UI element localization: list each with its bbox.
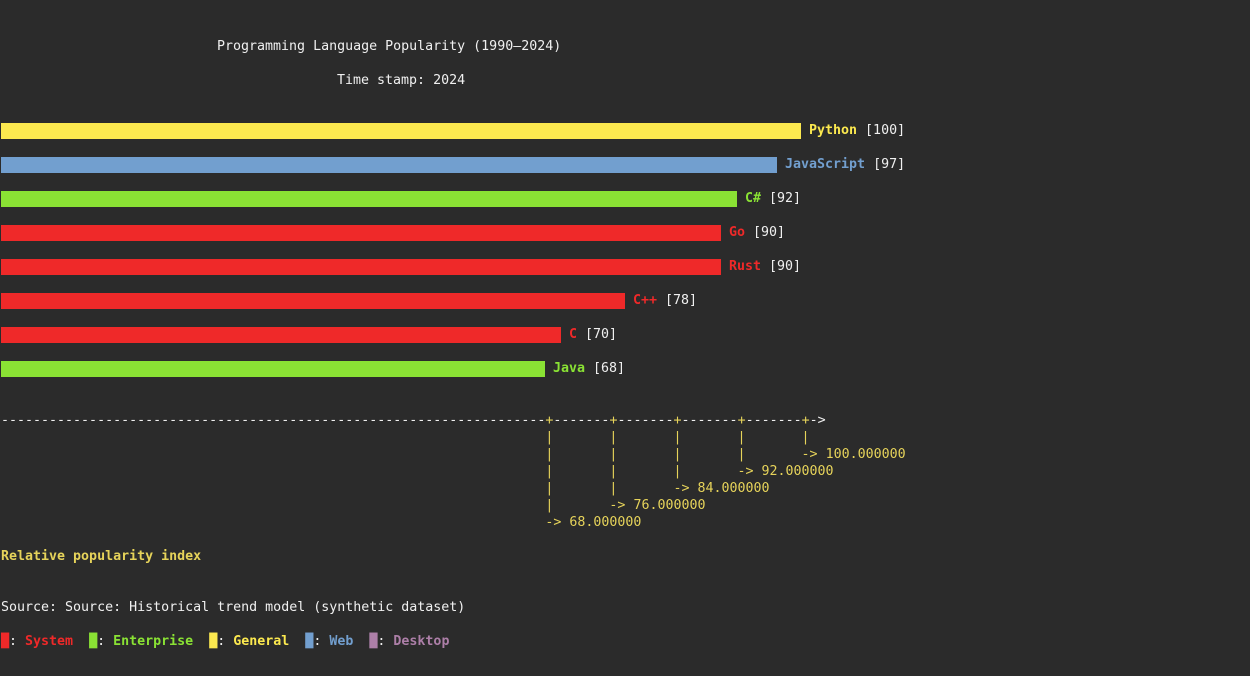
axis-arrow: -> (809, 413, 826, 428)
legend-gap (193, 634, 209, 649)
value-label: [68] (585, 361, 626, 376)
axis-dashes: ------- (553, 413, 610, 428)
legend-item-web: Web (329, 634, 354, 649)
tick-label: -> 92.000000 (737, 464, 834, 479)
category-label: C# (745, 191, 762, 206)
legend-swatch: █ (1, 634, 10, 649)
bar-label: Java [68] (553, 360, 625, 377)
axis-dashes: ----------------------------------------… (1, 413, 546, 428)
bar-label: C# [92] (745, 190, 801, 207)
chart-title: Programming Language Popularity (1990–20… (217, 39, 562, 54)
legend: █: System █: Enterprise █: General █: We… (1, 633, 449, 650)
bar-label: Go [90] (729, 224, 785, 241)
legend-item-system: System (25, 634, 74, 649)
value-label: [90] (745, 225, 786, 240)
legend-gap (73, 634, 89, 649)
axis-tick-row: | | -> 84.000000 (1, 481, 770, 496)
legend-item-general: General (233, 634, 290, 649)
category-label: Java (553, 361, 586, 376)
x-axis-label: Relative popularity index (1, 549, 202, 564)
bar-rust (1, 259, 721, 275)
legend-swatch: █ (89, 634, 98, 649)
legend-gap (289, 634, 305, 649)
source-note: Source: Source: Historical trend model (… (1, 600, 466, 615)
axis-dashes: ------- (745, 413, 802, 428)
value-label: [92] (761, 191, 802, 206)
value-label: [78] (657, 293, 698, 308)
category-label: C++ (633, 293, 658, 308)
legend-swatch: █ (305, 634, 314, 649)
value-label: [100] (857, 123, 906, 138)
legend-colon: : (217, 634, 234, 649)
tick-label: -> 68.000000 (545, 515, 642, 530)
value-label: [90] (761, 259, 802, 274)
bar-javascript (1, 157, 777, 173)
axis-tick-row: | -> 76.000000 (1, 498, 706, 513)
bar-label: Rust [90] (729, 258, 801, 275)
axis-tick-row: -> 68.000000 (1, 514, 641, 531)
bar-c (1, 327, 561, 343)
legend-swatch: █ (369, 634, 378, 649)
chart-subtitle: Time stamp: 2024 (337, 73, 466, 88)
axis-tick: + (545, 413, 554, 428)
axis-tick-row: | | | | -> 100.000000 (1, 447, 906, 462)
legend-colon: : (97, 634, 114, 649)
bar-csharp (1, 191, 737, 207)
axis-dashes: ------- (617, 413, 674, 428)
bar-cpp (1, 293, 625, 309)
axis-tick: + (609, 413, 618, 428)
category-label: C (569, 327, 578, 342)
legend-swatch: █ (209, 634, 218, 649)
axis-tick: + (737, 413, 746, 428)
legend-item-enterprise: Enterprise (113, 634, 194, 649)
value-label: [70] (577, 327, 618, 342)
tick-label: -> 84.000000 (673, 481, 770, 496)
bar-java (1, 361, 545, 377)
category-label: Rust (729, 259, 762, 274)
bar-go (1, 225, 721, 241)
bar-label: C [70] (569, 326, 617, 343)
bar-label: C++ [78] (633, 292, 697, 309)
axis-dashes: ------- (681, 413, 738, 428)
axis-tick-row: | | | | | (1, 430, 810, 445)
legend-gap (353, 634, 369, 649)
legend-colon: : (9, 634, 26, 649)
axis-tick-row: | | | -> 92.000000 (1, 464, 834, 479)
axis-line: ----------------------------------------… (1, 412, 826, 429)
legend-item-desktop: Desktop (393, 634, 450, 649)
bar-label: Python [100] (809, 122, 905, 139)
tick-label: -> 76.000000 (609, 498, 706, 513)
value-label: [97] (865, 157, 906, 172)
tick-label: -> 100.000000 (801, 447, 906, 462)
axis-tick: + (801, 413, 810, 428)
bar-label: JavaScript [97] (785, 156, 905, 173)
bar-python (1, 123, 801, 139)
axis-tick: + (673, 413, 682, 428)
category-label: Go (729, 225, 746, 240)
legend-colon: : (377, 634, 394, 649)
legend-colon: : (313, 634, 330, 649)
category-label: Python (809, 123, 858, 138)
category-label: JavaScript (785, 157, 866, 172)
